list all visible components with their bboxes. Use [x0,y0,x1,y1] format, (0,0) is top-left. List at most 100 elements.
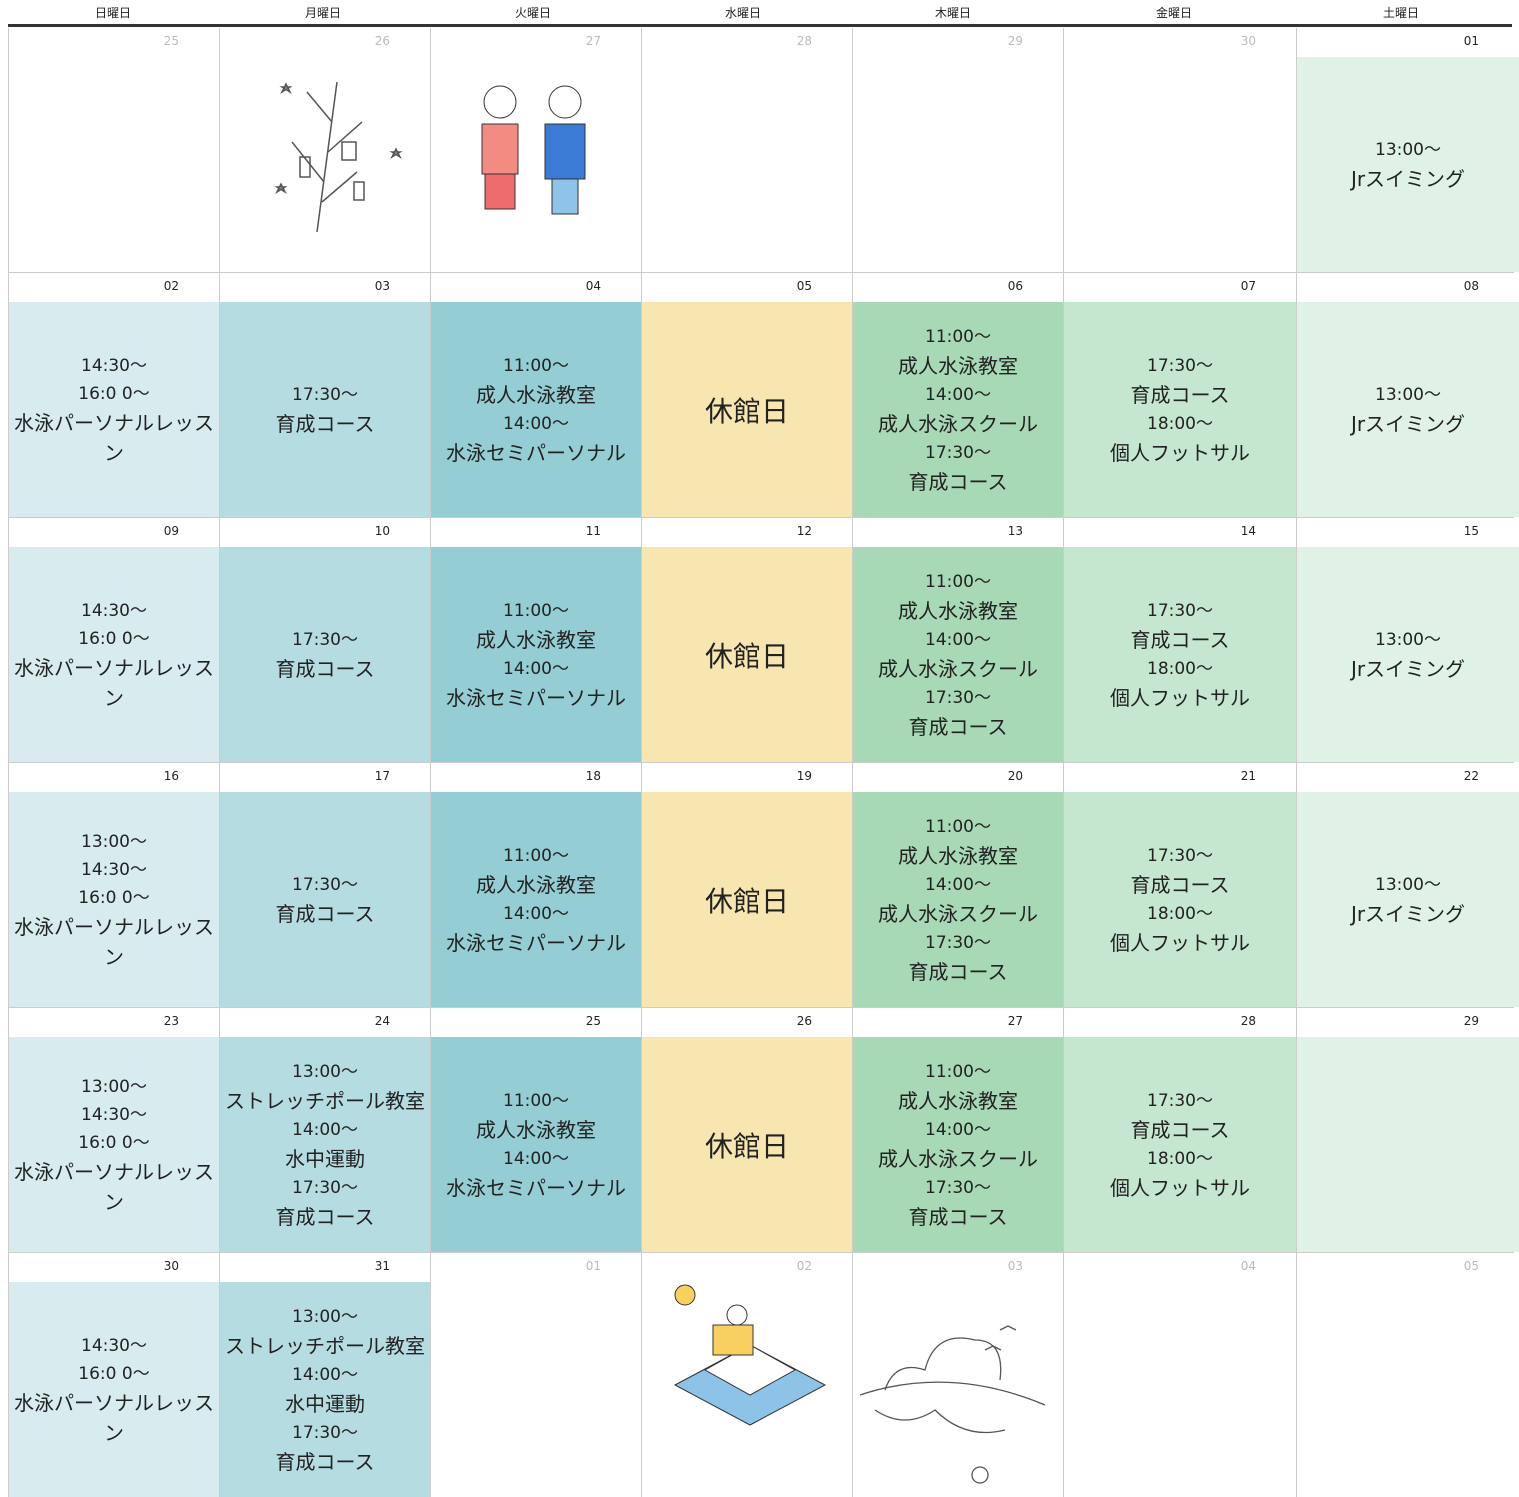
day-number: 30 [9,1253,219,1282]
day-number: 04 [1064,1253,1296,1282]
schedule-title: 成人水泳スクール [878,1146,1038,1171]
schedule-time: 16:0 0～ [78,383,150,404]
schedule-title: 水泳セミパーソナル [446,440,626,465]
schedule-title: 水泳パーソナルレッスン [14,655,214,710]
schedule-closed: 休館日 [704,639,789,673]
schedule-closed: 休館日 [704,1129,789,1163]
schedule-time: 16:0 0～ [78,1132,150,1153]
day-body [853,57,1063,272]
schedule-title: 水泳セミパーソナル [446,930,626,955]
day-body: 13:00～ ストレッチポール教室 14:00～ 水中運動 17:30～ 育成コース [220,1037,430,1252]
schedule-title: 個人フットサル [1110,440,1250,465]
schedule-title: 成人水泳教室 [898,598,1018,623]
day-number: 03 [220,273,430,302]
day-body [9,57,219,272]
schedule-time: 13:00～ [81,831,147,852]
day-cell: 04 [1064,1253,1296,1497]
day-body [1297,1282,1519,1497]
schedule-title: 水中運動 [285,1146,365,1171]
day-body [642,57,852,272]
schedule-time: 17:30～ [925,687,991,708]
day-number: 19 [642,763,852,792]
schedule-title: 成人水泳教室 [476,627,596,652]
schedule-title: 個人フットサル [1110,930,1250,955]
day-body: 休館日 [642,792,852,1007]
day-number: 27 [431,28,641,57]
day-body: 11:00～ 成人水泳教室 14:00～ 成人水泳スクール 17:30～ 育成コース [853,1037,1063,1252]
relax-illustration [673,1284,827,1426]
weekday-label: 金曜日 [1155,6,1192,20]
day-number: 21 [1064,763,1296,792]
schedule-time: 14:00～ [292,1119,358,1140]
day-number: 24 [220,1008,430,1037]
day-body: 11:00～ 成人水泳教室 14:00～ 水泳セミパーソナル [431,547,641,762]
schedule-title: 成人水泳教室 [476,1117,596,1142]
day-cell: 27 [431,28,641,272]
schedule-title: Jrスイミング [1350,166,1466,191]
schedule-time: 14:00～ [503,1148,569,1169]
schedule-title: 育成コース [275,656,375,681]
day-cell: 16 13:00～ 14:30～ 16:0 0～ 水泳パーソナルレッスン [9,763,219,1007]
day-number: 18 [431,763,641,792]
schedule-time: 13:00～ [1375,139,1441,160]
day-body: 休館日 [642,547,852,762]
day-number: 05 [642,273,852,302]
day-cell: 30 14:30～ 16:0 0～ 水泳パーソナルレッスン [9,1253,219,1497]
schedule-time: 14:00～ [503,658,569,679]
day-body: 17:30～ 育成コース [220,302,430,517]
day-number: 25 [431,1008,641,1037]
day-number: 05 [1297,1253,1519,1282]
day-body: 11:00～ 成人水泳教室 14:00～ 水泳セミパーソナル [431,302,641,517]
schedule-time: 14:00～ [503,903,569,924]
schedule-time: 14:00～ [292,1364,358,1385]
day-number: 28 [1064,1008,1296,1037]
day-cell: 30 [1064,28,1296,272]
day-body: 11:00～ 成人水泳教室 14:00～ 成人水泳スクール 17:30～ 育成コース [853,302,1063,517]
day-cell: 17 17:30～ 育成コース [220,763,430,1007]
schedule-title: ストレッチポール教室 [225,1088,425,1113]
calendar-grid: 25 26 27 28 29 30 01 13:00～ Jrスイミング 02 14:30～ 16:0 … [8,28,1519,1497]
schedule-time: 11:00～ [503,355,569,376]
day-cell: 11 11:00～ 成人水泳教室 14:00～ 水泳セミパーソナル [431,518,641,762]
schedule-title: 個人フットサル [1110,685,1250,710]
day-cell: 28 [642,28,852,272]
schedule-time: 11:00～ [925,816,991,837]
day-cell: 01 13:00～ Jrスイミング [1297,28,1519,272]
schedule-time: 11:00～ [503,845,569,866]
day-cell: 28 17:30～ 育成コース 18:00～ 個人フットサル [1064,1008,1296,1252]
schedule-time: 16:0 0～ [78,1363,150,1384]
day-number: 26 [642,1008,852,1037]
day-number: 28 [642,28,852,57]
day-body: 13:00～ 14:30～ 16:0 0～ 水泳パーソナルレッスン [9,1037,219,1252]
schedule-title: 水泳セミパーソナル [446,1175,626,1200]
day-body: 13:00～ Jrスイミング [1297,792,1519,1007]
day-cell: 21 17:30～ 育成コース 18:00～ 個人フットサル [1064,763,1296,1007]
schedule-time: 16:0 0～ [78,628,150,649]
day-body: 13:00～ ストレッチポール教室 14:00～ 水中運動 17:30～ 育成コース [220,1282,430,1497]
day-body: 13:00～ 14:30～ 16:0 0～ 水泳パーソナルレッスン [9,792,219,1007]
day-body [1064,57,1296,272]
schedule-title: 成人水泳スクール [878,901,1038,926]
day-cell: 29 [853,28,1063,272]
day-body [431,1282,641,1497]
day-body [220,57,430,272]
schedule-time: 14:00～ [925,384,991,405]
day-body [1064,1282,1296,1497]
day-body: 13:00～ Jrスイミング [1297,547,1519,762]
day-cell: 29 [1297,1008,1519,1252]
day-body: 13:00～ Jrスイミング [1297,57,1519,272]
schedule-time: 14:30～ [81,1335,147,1356]
day-number: 02 [642,1253,852,1282]
schedule-title: 育成コース [275,901,375,926]
schedule-time: 14:00～ [925,1119,991,1140]
day-cell: 18 11:00～ 成人水泳教室 14:00～ 水泳セミパーソナル [431,763,641,1007]
weekday-label: 水曜日 [724,6,761,20]
day-number: 15 [1297,518,1519,547]
schedule-time: 14:30～ [81,355,147,376]
day-cell: 14 17:30～ 育成コース 18:00～ 個人フットサル [1064,518,1296,762]
schedule-time: 14:30～ [81,859,147,880]
day-body: 休館日 [642,302,852,517]
day-cell: 02 14:30～ 16:0 0～ 水泳パーソナルレッスン [9,273,219,517]
weekday-label: 月曜日 [304,6,341,20]
